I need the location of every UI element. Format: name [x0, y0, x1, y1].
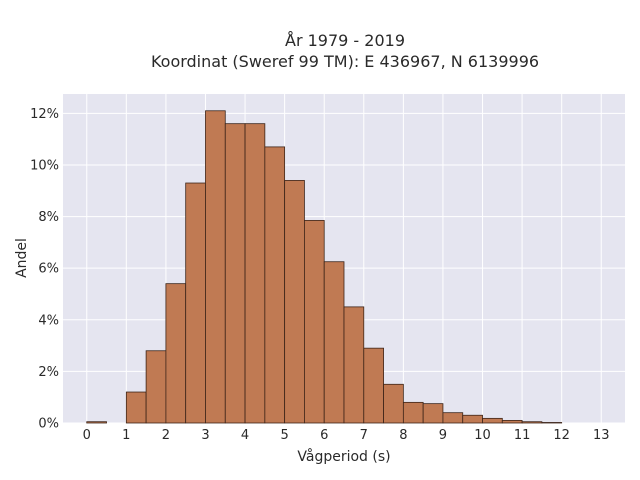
- x-axis-label: Vågperiod (s): [297, 448, 390, 465]
- histogram-bar: [145, 350, 167, 424]
- y-tick-label: 4%: [38, 313, 59, 328]
- histogram-bar: [541, 422, 563, 424]
- histogram-bar: [521, 421, 543, 424]
- x-tick-label: 8: [399, 428, 407, 443]
- histogram-bar: [86, 421, 107, 424]
- x-tick-label: 10: [474, 428, 491, 443]
- histogram-bar: [343, 306, 365, 424]
- x-tick-label: 12: [553, 428, 570, 443]
- x-tick-label: 13: [593, 428, 610, 443]
- x-tick-label: 1: [122, 428, 130, 443]
- histogram-bar: [442, 412, 464, 424]
- histogram-bar: [383, 383, 404, 424]
- y-tick-label: 2%: [38, 365, 59, 380]
- y-tick-label: 12%: [30, 107, 59, 122]
- y-tick-label: 0%: [38, 417, 59, 432]
- histogram-bar: [422, 403, 444, 424]
- histogram-bar: [244, 123, 266, 424]
- histogram-bar: [462, 414, 483, 424]
- histogram-bar: [125, 391, 147, 424]
- histogram-bar: [165, 283, 187, 424]
- histogram-bar: [205, 110, 226, 424]
- histogram-bar: [185, 182, 206, 424]
- x-tick-label: 0: [83, 428, 91, 443]
- y-tick-label: 8%: [38, 210, 59, 225]
- y-axis-label: Andel: [14, 238, 30, 278]
- histogram-bar: [304, 220, 325, 424]
- histogram-bar: [501, 420, 523, 424]
- y-tick-labels: 0% 2% 4% 6% 8% 10% 12%: [30, 107, 59, 432]
- histogram-bar: [363, 347, 384, 424]
- histogram-bar: [402, 401, 424, 424]
- histogram-bar: [323, 261, 345, 424]
- x-tick-label: 11: [514, 428, 531, 443]
- x-tick-label: 7: [360, 428, 368, 443]
- x-tick-label: 3: [201, 428, 209, 443]
- x-tick-label: 2: [162, 428, 170, 443]
- x-tick-labels: 0 1 2 3 4 5 6 7 8 9 10 11 12 13: [83, 428, 610, 443]
- chart-title-line2: Koordinat (Sweref 99 TM): E 436967, N 61…: [151, 52, 539, 71]
- x-tick-label: 6: [320, 428, 328, 443]
- chart-title-line1: År 1979 - 2019: [285, 31, 405, 50]
- histogram-bar: [284, 180, 305, 424]
- histogram-bar: [224, 123, 246, 424]
- x-tick-label: 4: [241, 428, 249, 443]
- y-tick-label: 10%: [30, 158, 59, 173]
- x-tick-label: 9: [439, 428, 447, 443]
- y-tick-label: 6%: [38, 262, 59, 277]
- x-tick-label: 5: [280, 428, 288, 443]
- histogram-bar: [264, 146, 286, 424]
- histogram-bar: [482, 417, 503, 424]
- bars: [86, 110, 563, 424]
